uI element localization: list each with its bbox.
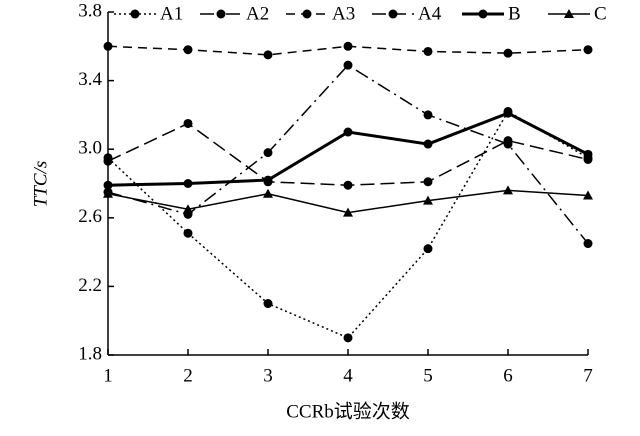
legend-label: A4 — [418, 3, 442, 24]
data-point — [263, 299, 273, 309]
y-tick-label: 2.2 — [78, 275, 102, 296]
data-point — [503, 185, 513, 195]
legend-marker — [302, 9, 312, 19]
data-point — [103, 156, 113, 166]
y-tick-label: 3.0 — [78, 138, 102, 159]
legend-label: A3 — [332, 3, 355, 24]
x-tick-label: 4 — [343, 365, 353, 386]
data-point — [583, 45, 593, 55]
legend-marker — [478, 9, 488, 19]
x-tick-label: 2 — [183, 365, 193, 386]
y-axis-label: TTC/s — [30, 161, 51, 207]
legend-marker — [388, 9, 398, 19]
y-tick-label: 1.8 — [78, 343, 102, 364]
x-axis-label: CCRb试验次数 — [286, 400, 410, 422]
legend-marker — [130, 9, 140, 19]
data-point — [503, 108, 513, 118]
data-point — [423, 195, 433, 205]
series-line — [107, 110, 589, 339]
data-point — [423, 244, 433, 254]
data-point — [343, 180, 353, 190]
data-point — [183, 228, 193, 238]
data-point — [503, 136, 513, 146]
y-tick-label: 2.6 — [78, 206, 102, 227]
legend-marker — [564, 9, 574, 18]
data-point — [103, 180, 113, 190]
data-point — [183, 179, 193, 188]
data-point — [343, 41, 353, 51]
y-tick-label: 3.8 — [78, 0, 102, 21]
data-point — [423, 110, 433, 120]
legend-label: B — [508, 3, 521, 24]
data-point — [103, 188, 113, 198]
y-tick-label: 3.4 — [78, 69, 102, 90]
data-point — [423, 139, 433, 149]
series-line — [107, 64, 589, 244]
data-point — [183, 118, 193, 128]
data-point — [343, 333, 353, 343]
x-tick-label: 1 — [103, 365, 113, 386]
data-point — [423, 46, 433, 56]
legend-label: A1 — [160, 3, 183, 24]
data-point — [183, 45, 193, 55]
series-line — [107, 111, 589, 187]
data-point — [343, 127, 353, 137]
legend-label: C — [594, 3, 607, 24]
x-tick-label: 7 — [583, 365, 593, 386]
data-point — [343, 207, 353, 217]
data-point — [263, 148, 273, 158]
data-point — [583, 149, 593, 159]
data-point — [183, 204, 193, 214]
data-point — [583, 239, 593, 249]
data-point — [583, 190, 593, 200]
x-tick-label: 6 — [503, 365, 513, 386]
data-point — [263, 188, 273, 198]
x-tick-label: 3 — [263, 365, 273, 386]
legend-label: A2 — [246, 3, 269, 24]
data-point — [103, 41, 113, 51]
data-point — [263, 50, 273, 60]
legend-marker — [216, 9, 226, 19]
data-point — [423, 177, 433, 187]
x-tick-label: 5 — [423, 365, 433, 386]
data-point — [343, 60, 353, 70]
data-point — [263, 175, 273, 185]
data-point — [503, 48, 513, 58]
